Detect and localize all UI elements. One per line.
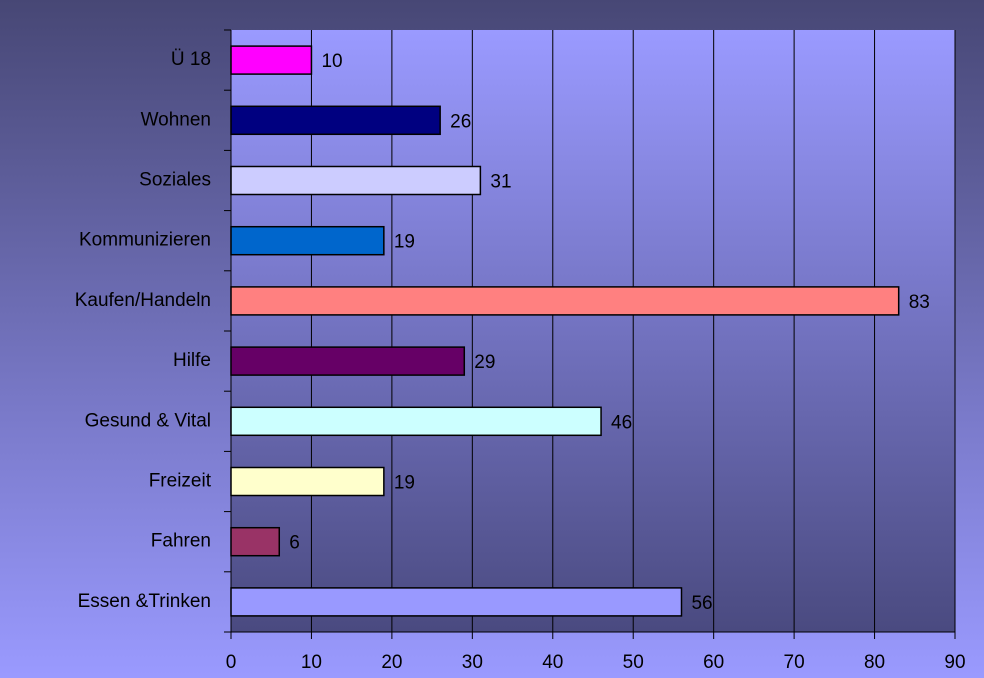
bar [230, 526, 281, 557]
data-label: 56 [691, 593, 712, 614]
y-tick-label: Wohnen [141, 109, 211, 130]
x-tick-label: 40 [542, 652, 563, 673]
y-tick-label: Freizeit [149, 471, 212, 492]
bar [230, 406, 602, 437]
data-label: 46 [611, 412, 632, 433]
y-tick-label: Essen &Trinken [78, 591, 211, 612]
data-label: 6 [289, 533, 300, 554]
bar [230, 286, 900, 316]
y-tick-label: Soziales [139, 170, 211, 191]
data-label: 19 [394, 473, 415, 494]
bar [230, 346, 466, 376]
y-tick-label: Gesund & Vital [85, 410, 211, 431]
bar [230, 165, 482, 196]
y-tick-label: Hilfe [173, 350, 211, 371]
data-label: 10 [321, 51, 342, 72]
data-label: 29 [474, 352, 495, 373]
x-tick-label: 60 [703, 652, 724, 673]
x-tick-label: 20 [381, 652, 402, 673]
bar [230, 45, 313, 75]
bar [230, 466, 385, 497]
data-label: 19 [394, 232, 415, 253]
data-label: 31 [490, 172, 511, 193]
y-tick-label: Fahren [151, 531, 211, 552]
x-tick-label: 30 [462, 652, 483, 673]
y-tick-label: Kaufen/Handeln [75, 290, 211, 311]
x-tick-label: 0 [226, 652, 237, 673]
data-label: 26 [450, 111, 471, 132]
bar [230, 587, 683, 617]
bar [230, 105, 441, 136]
x-tick-label: 90 [944, 652, 965, 673]
y-tick-label: Kommunizieren [79, 230, 211, 251]
x-tick-label: 50 [623, 652, 644, 673]
data-label: 83 [909, 292, 930, 313]
x-tick-label: 10 [301, 652, 322, 673]
x-tick-label: 80 [864, 652, 885, 673]
bar [230, 225, 385, 256]
y-tick-label: Ü 18 [171, 49, 211, 70]
x-tick-label: 70 [784, 652, 805, 673]
